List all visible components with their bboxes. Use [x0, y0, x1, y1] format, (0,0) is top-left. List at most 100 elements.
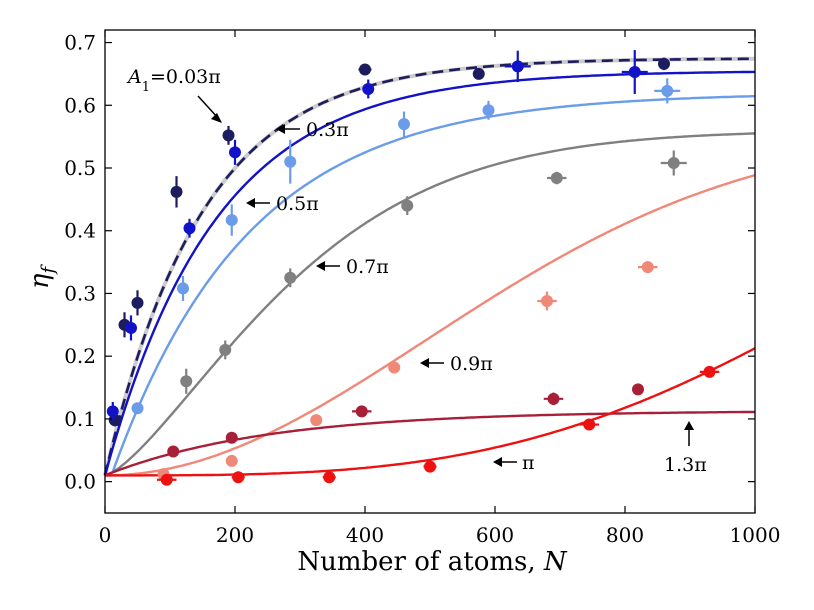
point-marker [222, 129, 235, 142]
point-marker [482, 104, 495, 117]
data-point-2 [225, 204, 238, 236]
data-point-1 [362, 79, 375, 99]
data-point-0 [658, 57, 670, 71]
data-point-1 [229, 139, 241, 165]
data-point-3 [660, 150, 687, 176]
fit-curve-0 [103, 57, 755, 476]
point-marker [667, 156, 680, 169]
y-tick-label: 0.7 [64, 31, 96, 55]
y-tick-label: 0.0 [64, 470, 96, 494]
annotation-0.03pi: A1=0.03π [126, 66, 222, 123]
data-point-4 [638, 261, 658, 274]
data-point-2 [654, 78, 681, 104]
point-marker [229, 146, 241, 159]
annotation-pi: π [493, 452, 535, 474]
data-point-4 [225, 454, 238, 467]
point-marker [225, 214, 238, 227]
point-marker [177, 282, 189, 295]
fit-curve-2 [105, 95, 755, 477]
annotation-0.3pi: 0.3π [276, 119, 349, 141]
point-marker [550, 172, 563, 185]
data-point-1 [621, 50, 648, 94]
point-marker [284, 155, 297, 168]
point-marker [658, 57, 670, 70]
axis-ticks: 0 200 400 600 800 1000 0.0 0.1 0.2 0.3 0.4 0.5 0.6 0.… [64, 30, 780, 547]
y-tick-label: 0.5 [64, 156, 96, 180]
point-marker [284, 271, 297, 284]
y-tick-label: 0.1 [64, 407, 96, 431]
fit-curve-4 [105, 174, 756, 477]
data-point-0 [222, 125, 235, 145]
point-marker [424, 460, 436, 473]
data-point-2 [177, 275, 189, 301]
data-point-6 [579, 418, 599, 431]
fit-curve-6 [105, 347, 756, 477]
y-tick-label: 0.4 [64, 219, 96, 243]
data-point-1 [125, 315, 137, 341]
data-point-5 [167, 445, 180, 458]
annotation-pi-label: π [522, 452, 535, 474]
annotation-1.3pi: 1.3π [664, 421, 707, 476]
data-point-1 [183, 218, 196, 238]
annotation-0.03pi-label: A1=0.03π [126, 66, 221, 95]
fit-curves [103, 56, 756, 477]
data-points [106, 50, 720, 486]
point-marker [472, 67, 485, 80]
point-marker [160, 473, 173, 486]
data-point-2 [131, 402, 144, 415]
data-point-4 [537, 291, 557, 311]
point-marker [125, 321, 137, 334]
fit-curve-5 [104, 410, 756, 477]
data-point-4 [388, 361, 401, 374]
point-marker [401, 199, 414, 212]
y-tick-label: 0.6 [64, 93, 96, 117]
point-marker [183, 222, 196, 235]
annotation-0.5pi-label: 0.5π [276, 193, 319, 215]
x-tick-label: 200 [216, 523, 254, 547]
x-tick-label: 400 [346, 523, 384, 547]
point-marker [641, 261, 654, 274]
data-point-0 [131, 290, 144, 316]
data-point-2 [482, 100, 495, 120]
point-marker [632, 383, 644, 396]
data-point-0 [472, 67, 485, 80]
point-marker [547, 392, 560, 405]
y-axis-title: ηf [25, 264, 59, 290]
plot-frame [104, 29, 756, 514]
data-point-6 [157, 473, 177, 486]
point-marker [359, 63, 371, 76]
point-marker [362, 82, 375, 95]
data-point-1 [504, 50, 531, 83]
data-point-5 [632, 383, 644, 396]
data-point-6 [231, 471, 245, 484]
fit-curve-1 [103, 70, 755, 476]
data-point-4 [310, 414, 323, 427]
data-point-6 [699, 365, 720, 378]
point-marker [225, 431, 238, 444]
data-point-5 [352, 405, 372, 418]
point-marker [355, 405, 368, 418]
annotation-0.9pi-label: 0.9π [450, 353, 493, 375]
point-marker [232, 471, 245, 484]
point-marker [583, 418, 596, 431]
annotation-0.3pi-label: 0.3π [306, 119, 349, 141]
point-marker [219, 343, 232, 356]
x-axis-title: Number of atoms, N [297, 547, 568, 577]
annotation-0.9pi: 0.9π [420, 353, 493, 375]
point-marker [661, 84, 674, 97]
data-point-3 [401, 196, 414, 216]
data-point-3 [284, 268, 297, 288]
point-marker [628, 66, 641, 79]
point-marker [131, 296, 144, 309]
data-point-6 [423, 460, 437, 473]
point-marker [541, 294, 553, 307]
y-tick-label: 0.3 [64, 281, 96, 305]
annotation-0.7pi: 0.7π [316, 256, 389, 278]
point-marker [310, 414, 323, 427]
annotation-1.3pi-label: 1.3π [664, 454, 707, 476]
x-tick-label: 600 [476, 523, 514, 547]
x-tick-label: 800 [606, 523, 644, 547]
point-marker [131, 402, 144, 415]
data-point-3 [180, 368, 193, 394]
